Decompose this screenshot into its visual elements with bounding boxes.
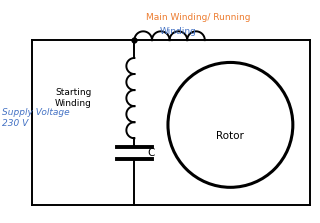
Text: C: C xyxy=(147,148,155,158)
Text: Main Winding/ Running: Main Winding/ Running xyxy=(146,13,251,22)
Text: Rotor: Rotor xyxy=(216,131,244,141)
Text: Supply Voltage
230 V: Supply Voltage 230 V xyxy=(2,109,69,128)
Text: Starting
Winding: Starting Winding xyxy=(55,89,92,108)
Text: Winding: Winding xyxy=(160,27,197,36)
